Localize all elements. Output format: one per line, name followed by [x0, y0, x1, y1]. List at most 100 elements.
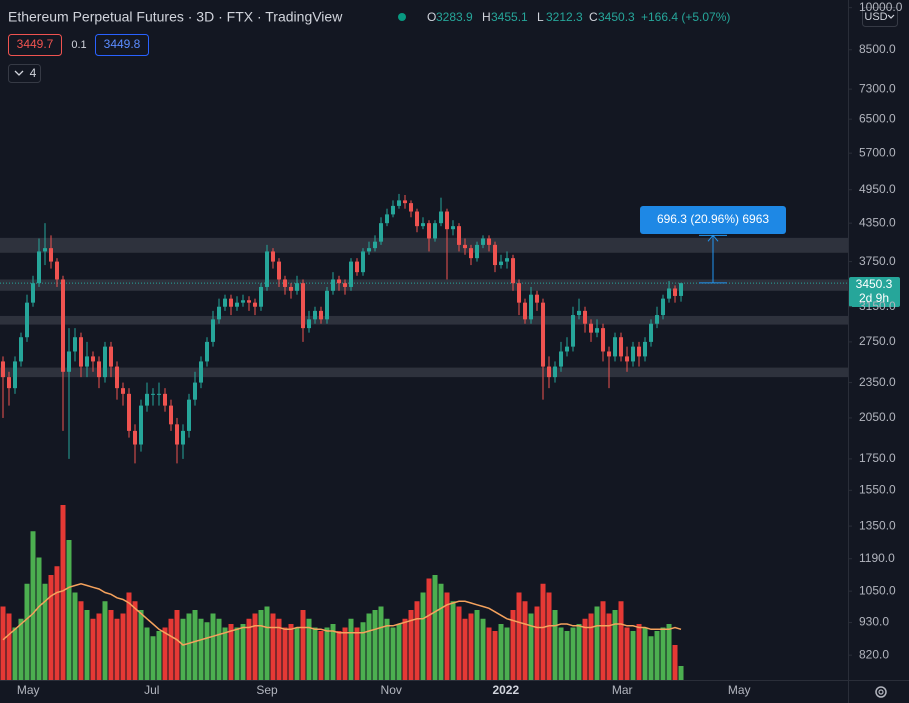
candle-body — [163, 393, 168, 406]
candle-body — [145, 393, 150, 406]
candle-body — [373, 241, 378, 249]
buy-price[interactable]: 3449.8 — [104, 37, 141, 51]
price-label-box — [849, 277, 900, 307]
volume-bar — [288, 624, 294, 680]
volume-bar — [582, 618, 588, 680]
volume-bar — [366, 613, 372, 680]
volume-bar — [54, 566, 60, 680]
candle-body — [457, 226, 462, 245]
volume-bar — [570, 627, 576, 680]
volume-bar — [312, 627, 318, 680]
volume-bar — [630, 631, 636, 680]
candle-body — [661, 298, 666, 316]
candle-body — [211, 319, 216, 342]
candle-body — [613, 337, 618, 357]
volume-bar — [240, 624, 246, 680]
candle-body — [217, 306, 222, 320]
volume-bar — [0, 606, 6, 680]
volume-bar — [528, 613, 534, 680]
candle-body — [679, 283, 684, 296]
candle-body — [169, 405, 174, 425]
volume-bar — [450, 601, 456, 680]
candle-body — [385, 214, 390, 224]
settings-icon[interactable] — [875, 686, 887, 698]
candle-body — [13, 361, 18, 389]
volume-bar — [678, 666, 684, 680]
volume-bar — [420, 592, 426, 680]
volume-bar — [498, 624, 504, 680]
y-tick-label: 2050.0 — [859, 410, 896, 424]
indicator-toggle[interactable] — [8, 64, 41, 83]
volume-bar — [114, 618, 120, 680]
candle-body — [535, 294, 540, 303]
volume-bar — [660, 627, 666, 680]
x-tick-label: Sep — [256, 683, 278, 697]
candle-body — [355, 261, 360, 273]
candle-body — [397, 200, 402, 206]
candle-body — [259, 286, 264, 307]
volume-bar — [282, 627, 288, 680]
volume-bar — [180, 618, 186, 680]
candle-body — [631, 346, 636, 362]
volume-bar — [198, 618, 204, 680]
volume-bar — [576, 624, 582, 680]
volume-bar — [354, 627, 360, 680]
candle-body — [589, 323, 594, 333]
volume-bar — [666, 624, 672, 680]
gear-hub[interactable] — [878, 689, 884, 695]
candle-body — [187, 399, 192, 431]
indicator-count[interactable]: 4 — [30, 66, 37, 80]
volume-bar — [558, 627, 564, 680]
candle-body — [283, 279, 288, 287]
volume-bar — [624, 627, 630, 680]
volume-bar — [330, 624, 336, 680]
x-tick-label: Nov — [381, 683, 402, 697]
candle-body — [49, 248, 54, 262]
gear[interactable] — [875, 686, 887, 698]
volume-bar — [162, 627, 168, 680]
volume-bar — [426, 578, 432, 680]
ohlc-value: 3283.9 — [436, 10, 473, 24]
candle-body — [517, 283, 522, 303]
volume-bar — [618, 601, 624, 680]
currency[interactable]: USD — [864, 11, 887, 23]
candle-body — [439, 211, 444, 224]
measure-arrowhead — [707, 234, 719, 242]
volume-bar — [540, 583, 546, 680]
y-tick-label: 930.0 — [859, 615, 889, 629]
candle-body — [649, 323, 654, 342]
candle-body — [559, 351, 564, 367]
y-tick-label: 10000.0 — [859, 0, 903, 14]
price-zone — [0, 279, 848, 291]
y-tick-label: 3750.0 — [859, 254, 896, 268]
y-tick-label: 7300.0 — [859, 81, 896, 95]
volume-bar — [150, 636, 156, 680]
sell-box[interactable] — [8, 34, 62, 56]
volume-bar — [210, 613, 216, 680]
volume-bar — [324, 627, 330, 680]
candle-body — [37, 251, 42, 284]
candle-body — [433, 223, 438, 239]
buy-box[interactable] — [95, 34, 149, 56]
candle-body — [379, 223, 384, 242]
candle-body — [73, 337, 78, 352]
candle-body — [403, 200, 408, 204]
candle-body — [19, 337, 24, 362]
volume-bar — [204, 622, 210, 680]
sell-price[interactable]: 3449.7 — [17, 37, 54, 51]
volume-bar — [258, 610, 264, 680]
price-zone — [0, 367, 848, 378]
candle-body — [451, 226, 456, 230]
volume-bar — [402, 618, 408, 680]
currency-button[interactable] — [862, 7, 898, 27]
candle-body — [121, 388, 126, 394]
candle-body — [529, 294, 534, 320]
volume-bar — [132, 601, 138, 680]
candle-body — [343, 283, 348, 287]
volume-bar — [516, 592, 522, 680]
y-tick-label: 5700.0 — [859, 145, 896, 159]
candle-body — [223, 298, 228, 307]
candle-body — [277, 261, 282, 280]
candle-body — [7, 377, 12, 389]
volume-bar — [138, 610, 144, 680]
